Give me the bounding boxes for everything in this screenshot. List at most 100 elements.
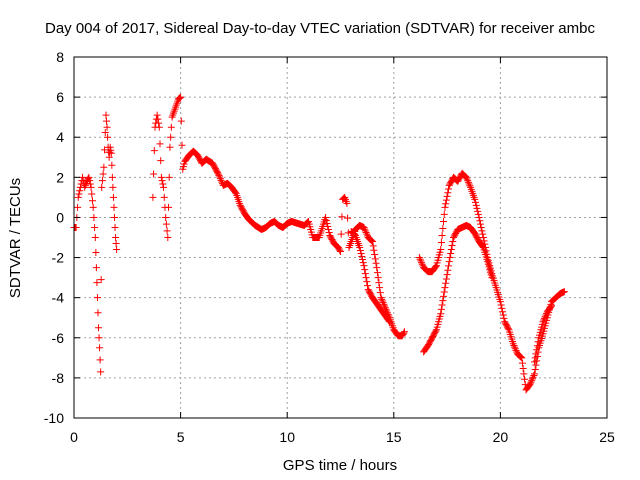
data-point-fill [93,279,101,287]
data-point-fill [91,223,99,231]
data-point-fill [438,231,446,239]
data-point [74,193,82,201]
data-point-fill [155,119,163,127]
data-point-fill [96,356,104,364]
y-tick-label: 6 [56,89,64,105]
data-point-fill [528,375,536,383]
data-point [109,193,117,201]
data-point-fill [529,373,537,381]
data-point-fill [498,304,506,312]
data-point-fill [217,176,225,184]
data-point-fill [531,366,539,374]
data-point-fill [337,230,345,238]
x-tick-label: 15 [386,429,402,445]
data-point-fill [98,177,106,185]
points-layer [70,93,568,394]
data-point-fill [511,345,519,353]
data-point-fill [440,288,448,296]
data-point-fill [110,203,118,211]
data-point [162,213,170,221]
data-point-fill [165,203,173,211]
data-point-fill [504,324,512,332]
data-point-fill [380,300,388,308]
data-point-fill [520,370,528,378]
data-point [89,203,97,211]
y-tick-label: -4 [52,290,65,306]
data-point-fill [375,279,383,287]
data-point-fill [373,269,381,277]
data-point-fill [370,246,378,254]
data-point-fill [357,250,365,258]
data-point-fill [499,311,507,319]
data-point-fill [338,213,346,221]
data-point [91,234,99,241]
data-point-fill [322,216,330,224]
data-point-fill [439,224,447,232]
data-point-fill [359,256,367,264]
data-point-fill [324,222,332,230]
data-point [437,246,445,254]
data-point [441,284,449,292]
data-point-fill [440,210,448,218]
data-point [155,123,163,131]
data-point [164,234,172,241]
data-point [368,238,376,246]
y-tick-label: -10 [44,410,64,426]
data-point-fill [88,197,96,205]
data-point [531,370,539,378]
y-tick-label: -6 [52,330,65,346]
data-point-fill [534,338,542,346]
data-point [87,183,95,191]
data-point-fill [361,266,369,274]
data-point-fill [480,237,488,245]
data-point-fill [440,217,448,225]
data-point-fill [107,146,115,154]
data-point-fill [86,177,94,185]
data-point-fill [417,257,425,265]
data-point-fill [75,190,83,198]
data-point-fill [432,327,440,335]
data-point-fill [445,262,453,270]
data-point-fill [474,210,482,218]
data-point-fill [479,230,487,238]
data-point-fill [359,259,367,267]
data-point-fill [176,94,184,102]
data-point-fill [440,292,448,300]
data-point-fill [444,266,452,274]
data-point [479,234,487,241]
data-point-fill [418,260,426,268]
x-axis-label: GPS time / hours [283,457,397,474]
data-point-fill [101,146,109,154]
data-point [95,324,103,332]
data-point-fill [372,259,380,267]
ticks-layer: 0 5 10 15 20 25 -10 -8 -6 -4 -2 0 2 4 6 8 [44,49,615,445]
data-point [386,318,394,326]
data-point-fill [231,188,239,196]
data-point-fill [510,341,518,349]
data-point-fill [516,352,524,360]
data-point-fill [517,353,525,361]
data-point-fill [532,350,540,358]
data-point-fill [497,301,505,309]
data-point [462,173,470,181]
y-tick-label: 8 [56,49,64,65]
data-point-fill [474,207,482,215]
data-point-fill [356,247,364,255]
data-point-fill [500,314,508,322]
data-point-fill [444,189,452,197]
y-axis-label: SDTVAR / TECUs [7,178,24,298]
data-point-fill [150,147,158,155]
data-point-fill [442,200,450,208]
data-point-fill [371,255,379,263]
data-point [166,143,174,151]
data-point-fill [150,170,158,178]
data-point-fill [95,334,103,342]
data-point-fill [521,375,529,383]
data-point-fill [499,308,507,316]
data-point [108,173,116,181]
data-point [539,318,547,326]
data-point [518,354,526,362]
plot-frame [73,56,608,419]
data-point-fill [323,219,331,227]
data-point-fill [533,342,541,350]
